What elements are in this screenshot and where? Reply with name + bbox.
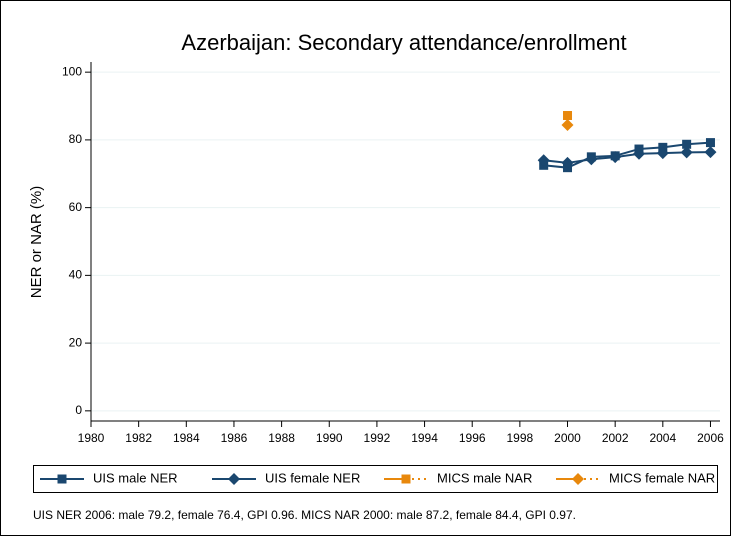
marker — [401, 474, 411, 484]
x-tick-label: 1998 — [507, 431, 534, 445]
chart-title: Azerbaijan: Secondary attendance/enrollm… — [181, 30, 626, 55]
marker — [228, 473, 240, 485]
x-tick-label: 2002 — [602, 431, 629, 445]
marker — [609, 151, 622, 164]
legend-label: MICS male NAR — [437, 470, 532, 485]
x-tick-label: 1982 — [125, 431, 152, 445]
legend-label: UIS male NER — [93, 470, 178, 485]
x-tick-label: 2006 — [697, 431, 724, 445]
marker — [57, 474, 67, 484]
marker — [632, 147, 645, 160]
x-tick-label: 1994 — [411, 431, 438, 445]
x-tick-label: 2000 — [554, 431, 581, 445]
legend-label: MICS female NAR — [609, 470, 715, 485]
x-tick-label: 1980 — [78, 431, 105, 445]
y-axis-label: NER or NAR (%) — [28, 186, 45, 299]
legend-label: UIS female NER — [265, 470, 360, 485]
marker — [705, 138, 715, 148]
marker — [585, 153, 598, 166]
y-tick-label: 0 — [75, 403, 82, 417]
y-tick-label: 100 — [62, 64, 82, 78]
x-tick-label: 1986 — [221, 431, 248, 445]
legend — [33, 465, 718, 493]
marker — [682, 139, 692, 149]
x-tick-label: 1996 — [459, 431, 486, 445]
marker — [561, 156, 574, 169]
marker — [563, 111, 573, 121]
marker — [656, 147, 669, 160]
x-tick-label: 1992 — [364, 431, 391, 445]
marker — [704, 146, 717, 159]
y-tick-label: 60 — [69, 200, 83, 214]
marker — [572, 473, 584, 485]
marker — [680, 146, 693, 159]
note: UIS NER 2006: male 79.2, female 76.4, GP… — [33, 508, 576, 522]
y-tick-label: 20 — [69, 335, 83, 349]
x-tick-label: 2004 — [649, 431, 676, 445]
y-tick-label: 40 — [69, 268, 83, 282]
y-tick-label: 80 — [69, 132, 83, 146]
x-tick-label: 1988 — [268, 431, 295, 445]
x-tick-label: 1984 — [173, 431, 200, 445]
marker — [561, 118, 574, 131]
marker — [537, 154, 550, 167]
x-tick-label: 1990 — [316, 431, 343, 445]
